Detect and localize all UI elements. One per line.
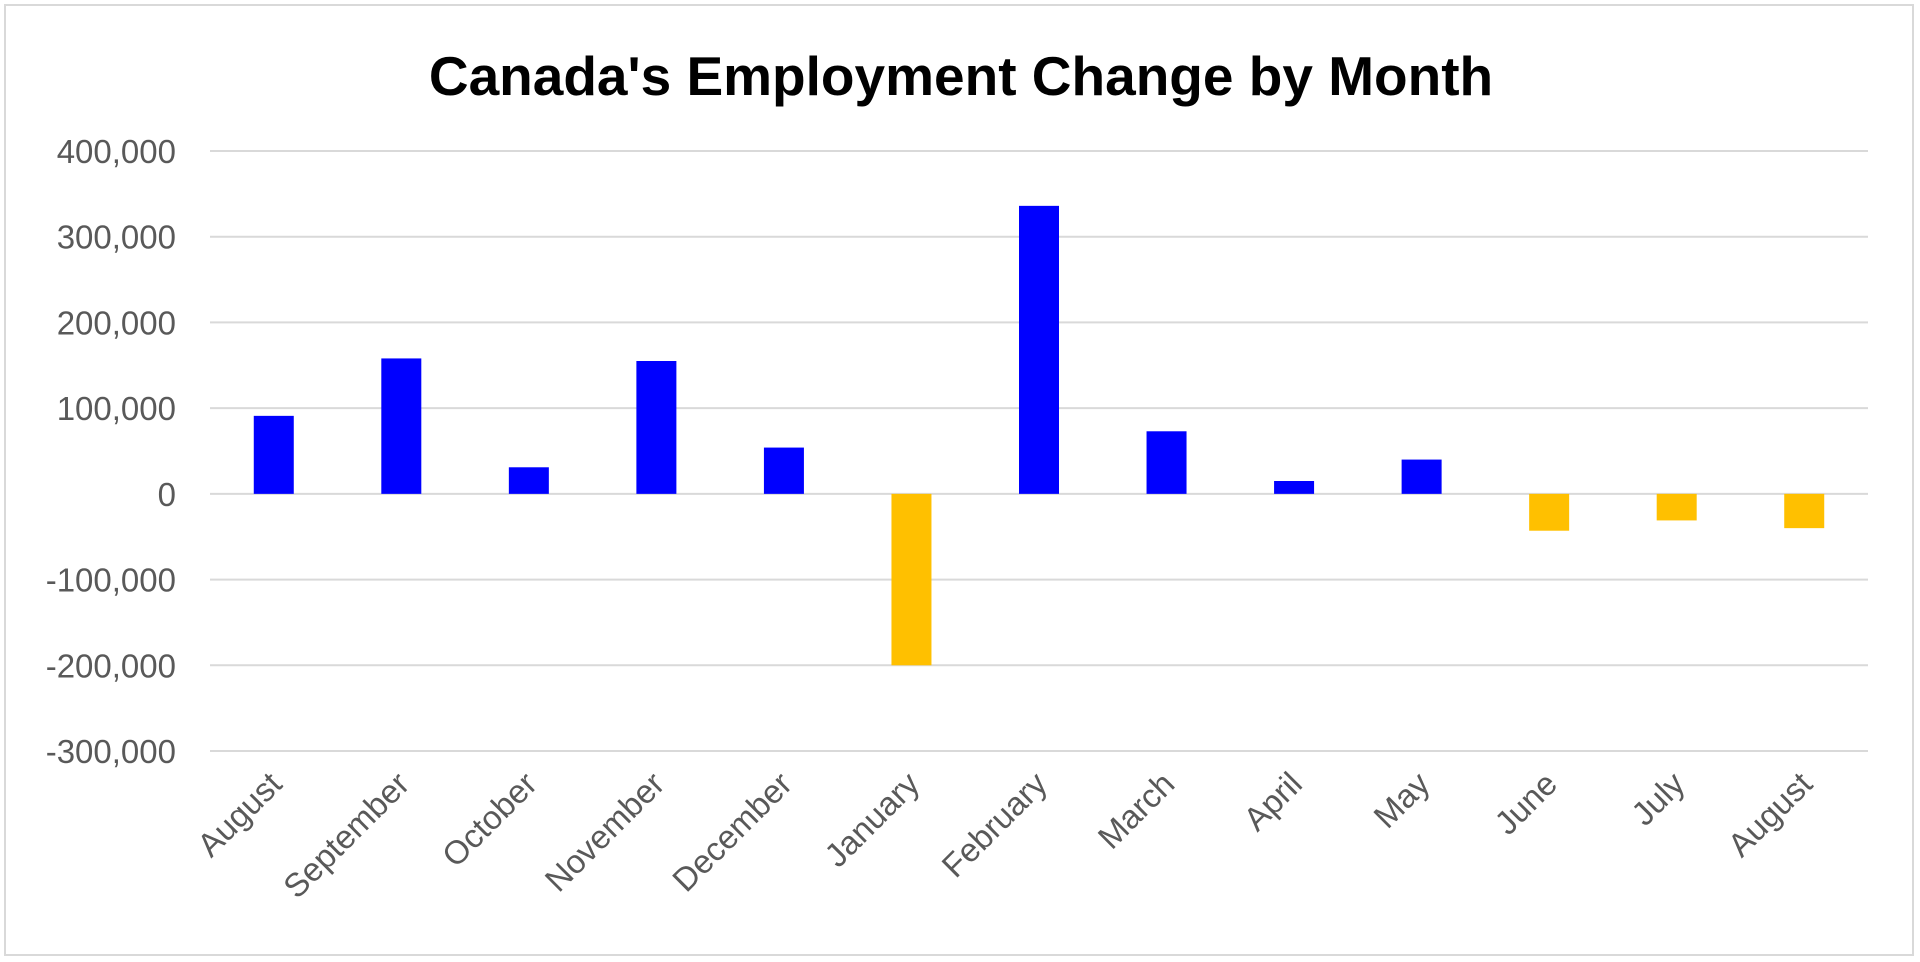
x-tick-label: January [817,764,927,874]
bar [636,361,677,494]
bar [1146,431,1187,494]
x-tick-label: May [1366,764,1437,835]
bar [763,447,804,494]
y-tick-label: 400,000 [57,133,176,170]
bars [253,205,1825,666]
y-tick-label: 100,000 [57,390,176,427]
bar [1274,481,1315,494]
bar [381,358,422,494]
bar [1656,493,1697,521]
bar [508,467,549,494]
y-tick-label: -200,000 [46,647,176,684]
y-axis-ticks: 400,000 300,000 200,000 100,000 0 -100,000 -20… [46,133,176,770]
x-tick-label: June [1487,765,1564,842]
x-tick-label: October [435,765,544,874]
bar [1401,459,1442,494]
y-tick-label: 300,000 [57,219,176,256]
x-tick-label: April [1236,765,1309,838]
y-tick-label: -100,000 [46,562,176,599]
x-tick-label: November [538,765,672,899]
bar [1529,493,1570,531]
x-tick-label: August [190,765,289,864]
chart-title: Canada's Employment Change by Month [428,45,1494,107]
x-tick-label: July [1624,764,1692,832]
chart-frame: Canada's Employment Change by Month [4,4,1914,956]
x-tick-label: August [1720,765,1819,864]
x-tick-label: March [1090,765,1181,856]
x-tick-label: February [934,764,1054,884]
y-tick-label: -300,000 [46,733,176,770]
y-tick-label: 0 [158,476,176,513]
y-tick-label: 200,000 [57,304,176,341]
bar [891,493,932,666]
x-tick-label: September [276,765,416,905]
bar [1784,493,1825,529]
bar [1019,205,1059,494]
bar [253,415,294,494]
x-tick-label: December [665,765,799,899]
